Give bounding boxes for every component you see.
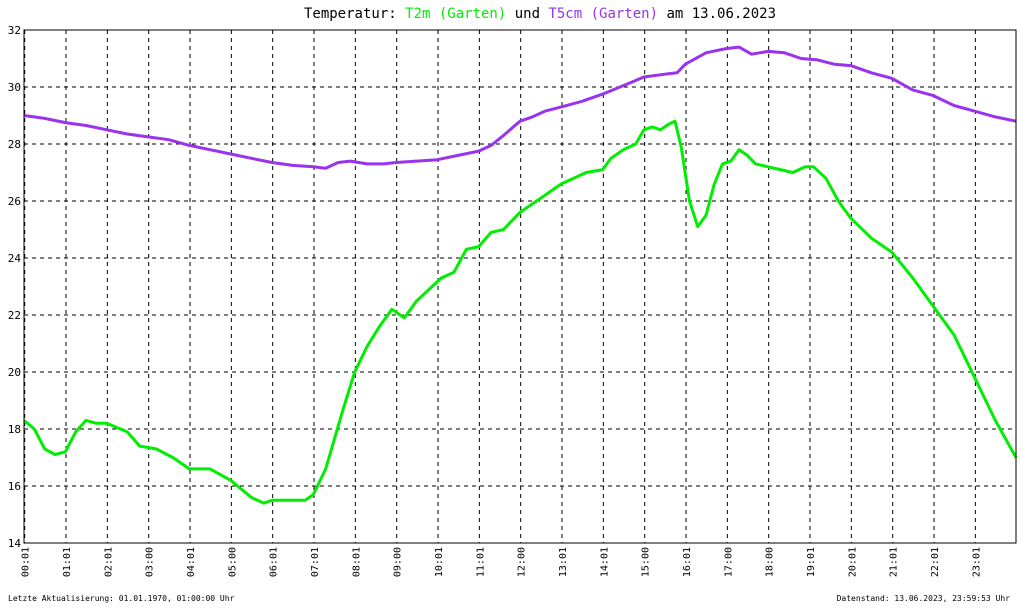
series-line-t5cm [23, 45, 1017, 170]
y-tick-label: 24 [8, 252, 22, 265]
x-tick-label: 07:01 [310, 547, 321, 577]
footer-right: Datenstand: 13.06.2023, 23:59:53 Uhr [837, 594, 1011, 603]
x-tick-label: 04:01 [186, 547, 197, 577]
x-tick-label: 02:01 [103, 547, 114, 577]
y-tick-label: 16 [8, 480, 21, 493]
grid [24, 30, 1016, 543]
y-tick-label: 22 [8, 309, 21, 322]
plot-frame [23, 29, 1017, 544]
x-tick-label: 10:01 [434, 547, 445, 577]
x-tick-label: 03:00 [145, 547, 156, 577]
title-series1: T2m (Garten) [405, 6, 506, 22]
title-prefix: Temperatur: [304, 6, 405, 22]
x-tick-label: 01:01 [62, 547, 73, 577]
y-tick-label: 28 [8, 138, 21, 151]
x-tick-label: 05:00 [227, 547, 238, 577]
x-tick-label: 20:01 [847, 547, 858, 577]
x-tick-label: 17:00 [723, 547, 734, 577]
y-tick-label: 32 [8, 24, 21, 37]
y-tick-label: 30 [8, 81, 21, 94]
title-joiner: und [506, 6, 548, 22]
x-tick-label: 22:01 [930, 547, 941, 577]
title-series2: T5cm (Garten) [548, 6, 658, 22]
title-suffix: am 13.06.2023 [658, 6, 776, 22]
x-tick-label: 12:00 [517, 547, 528, 577]
x-tick-label: 15:00 [641, 547, 652, 577]
y-tick-label: 18 [8, 423, 21, 436]
x-tick-label: 13:01 [558, 547, 569, 577]
x-tick-label: 14:01 [599, 547, 610, 577]
axes: 14 16 18 20 22 24 26 28 30 32 00:01 01:01 02:01 03:00… [8, 24, 1017, 577]
x-tick-label: 16:01 [682, 547, 693, 577]
chart-title: Temperatur: T2m (Garten) und T5cm (Garte… [304, 6, 776, 22]
y-tick-label: 26 [8, 195, 21, 208]
x-tick-label: 00:01 [21, 547, 32, 577]
x-tick-label: 18:00 [765, 547, 776, 577]
x-tick-label: 21:01 [889, 547, 900, 577]
x-tick-label: 08:01 [351, 547, 362, 577]
footer-left: Letzte Aktualisierung: 01.01.1970, 01:00… [8, 594, 235, 603]
series-group [23, 45, 1018, 505]
y-tick-label: 20 [8, 366, 21, 379]
x-tick-label: 11:01 [475, 547, 486, 577]
x-tick-label: 06:01 [269, 547, 280, 577]
y-tick-label: 14 [8, 537, 22, 550]
x-tick-label: 23:01 [971, 547, 982, 577]
x-tick-label: 19:01 [806, 547, 817, 577]
x-tick-label: 09:00 [393, 547, 404, 577]
series-line-t2m [23, 119, 1018, 505]
